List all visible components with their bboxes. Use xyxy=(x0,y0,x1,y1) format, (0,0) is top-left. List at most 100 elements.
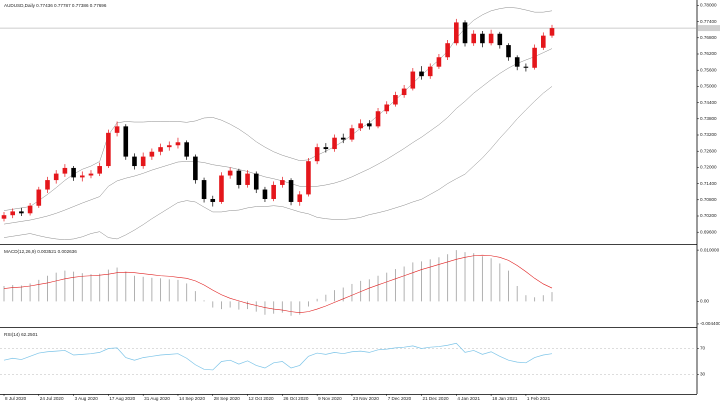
candle-body xyxy=(306,161,311,195)
x-tick-label: 12 Oct 2020 xyxy=(249,396,274,401)
y-tick-label: 0.76800 xyxy=(700,35,717,40)
y-tick-label: 0.78000 xyxy=(700,3,717,8)
candle-body xyxy=(462,22,468,44)
candle-body xyxy=(523,66,529,68)
x-tick-label: 26 Oct 2020 xyxy=(283,396,308,401)
candle-body xyxy=(19,211,24,214)
candle-body xyxy=(506,45,511,58)
candle-body xyxy=(158,147,163,152)
candle-body xyxy=(219,175,224,202)
macd-signal-line xyxy=(3,254,553,313)
candle-body xyxy=(149,151,155,157)
candle-body xyxy=(210,198,216,202)
candle-body xyxy=(349,128,355,140)
candle-body xyxy=(36,189,42,206)
candle-body xyxy=(445,43,450,58)
y-tick-label: 0.010000 xyxy=(700,247,720,252)
candle-body xyxy=(262,189,268,199)
candle-body xyxy=(140,156,146,167)
last-price-marker xyxy=(698,25,720,32)
x-tick-label: 24 Jul 2020 xyxy=(40,396,64,401)
candle-body xyxy=(323,147,329,150)
candle-body xyxy=(280,180,285,185)
bollinger-band xyxy=(3,7,553,211)
panel-title: MACD(12,26,9) 0.003521 0.002636 xyxy=(4,249,77,254)
candle-body xyxy=(393,95,398,105)
candle-body xyxy=(541,35,546,48)
candle-body xyxy=(175,142,181,146)
candle-body xyxy=(201,180,207,199)
y-tick-label: 0.72000 xyxy=(700,165,717,170)
y-tick-label: 0.76200 xyxy=(700,51,717,56)
candle-body xyxy=(401,88,407,96)
y-tick-label: -0.004400 xyxy=(700,321,720,326)
candle-body xyxy=(45,180,50,190)
panel-title: RSI(14) 62.2501 xyxy=(4,332,38,337)
candle-body xyxy=(88,173,94,176)
x-tick-label: 4 Jan 2021 xyxy=(457,396,480,401)
rsi-line xyxy=(3,342,553,371)
candle-body xyxy=(236,170,242,185)
y-tick-label: 0.73200 xyxy=(700,132,717,137)
candle-body xyxy=(71,167,76,178)
candle-body xyxy=(410,71,416,89)
y-tick-label: 0.72600 xyxy=(700,148,717,153)
x-tick-label: 21 Dec 2020 xyxy=(423,396,449,401)
candle-body xyxy=(1,215,7,219)
candle-body xyxy=(436,57,442,67)
y-tick-label: 0.00 xyxy=(700,299,709,304)
candle-body xyxy=(288,180,294,202)
candle-body xyxy=(79,175,85,178)
candle-body xyxy=(166,145,172,148)
x-tick-label: 14 Sep 2020 xyxy=(179,396,206,401)
bollinger-band xyxy=(3,48,553,225)
y-tick-label: 0.77400 xyxy=(700,19,717,24)
candle-body xyxy=(384,104,390,112)
candle-body xyxy=(53,173,59,181)
candle-body xyxy=(514,57,520,67)
y-tick-label: 0.74400 xyxy=(700,100,717,105)
y-tick-label: 0.69600 xyxy=(700,229,717,234)
x-tick-label: 31 Aug 2020 xyxy=(144,396,170,401)
y-tick-label: 0.75600 xyxy=(700,67,717,72)
candle-body xyxy=(106,132,111,167)
candle-body xyxy=(114,126,120,133)
y-tick-label: 70 xyxy=(700,346,706,351)
x-tick-label: 17 Aug 2020 xyxy=(109,396,135,401)
x-tick-label: 7 Dec 2020 xyxy=(388,396,412,401)
candle-body xyxy=(132,156,137,167)
candle-body xyxy=(340,137,346,140)
x-tick-label: 23 Nov 2020 xyxy=(353,396,379,401)
candle-body xyxy=(27,205,33,214)
x-tick-label: 3 Aug 2020 xyxy=(75,396,99,401)
candle-body xyxy=(532,47,537,68)
y-tick-label: 0.73800 xyxy=(700,116,717,121)
candle-body xyxy=(253,173,259,190)
candle-body xyxy=(375,111,381,127)
x-tick-label: 9 Nov 2020 xyxy=(318,396,342,401)
candle-body xyxy=(245,173,250,185)
x-tick-label: 18 Jan 2021 xyxy=(492,396,518,401)
candle-body xyxy=(480,33,485,44)
y-tick-label: 0.70200 xyxy=(700,213,717,218)
candle-body xyxy=(62,167,68,174)
x-tick-label: 8 Jul 2020 xyxy=(5,396,27,401)
candle-body xyxy=(488,33,494,44)
panel-title: AUDUSD,Daily 0.77436 0.77787 0.77386 0.7… xyxy=(4,3,107,8)
candle-body xyxy=(97,166,102,174)
candle-body xyxy=(367,123,372,127)
candle-body xyxy=(427,66,433,77)
bollinger-band xyxy=(3,86,553,241)
y-tick-label: 0.70800 xyxy=(700,197,717,202)
candle-body xyxy=(193,156,198,181)
candle-body xyxy=(497,33,503,46)
candle-body xyxy=(10,211,15,216)
y-tick-label: 0.75000 xyxy=(700,84,717,89)
candle-body xyxy=(227,170,233,176)
candle-body xyxy=(419,71,424,77)
candle-body xyxy=(297,194,303,202)
x-tick-label: 28 Sep 2020 xyxy=(214,396,241,401)
candle-body xyxy=(184,142,189,157)
y-tick-label: 30 xyxy=(700,372,706,377)
